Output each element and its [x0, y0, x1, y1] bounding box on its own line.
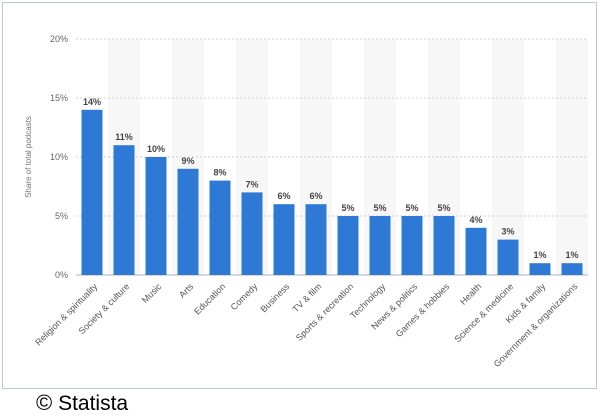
data-label: 5% — [437, 203, 450, 213]
bar — [433, 216, 455, 275]
data-label: 7% — [245, 179, 258, 189]
data-label: 1% — [533, 250, 546, 260]
data-label: 6% — [277, 191, 290, 201]
data-label: 6% — [309, 191, 322, 201]
bar — [145, 157, 167, 275]
data-label: 5% — [405, 203, 418, 213]
bar — [113, 145, 135, 275]
bar — [209, 180, 231, 275]
data-label: 9% — [181, 156, 194, 166]
bar — [337, 216, 359, 275]
y-tick-label: 10% — [50, 152, 68, 162]
bar — [465, 227, 487, 275]
data-label: 5% — [373, 203, 386, 213]
y-tick-label: 5% — [55, 211, 68, 221]
category-label: Business — [259, 281, 292, 314]
data-label: 4% — [469, 215, 482, 225]
bar — [369, 216, 391, 275]
copyright-symbol: © — [36, 390, 53, 415]
category-label: Comedy — [229, 281, 260, 312]
bar — [273, 204, 295, 275]
data-label: 5% — [341, 203, 354, 213]
bar — [305, 204, 327, 275]
bar — [241, 192, 263, 275]
data-label: 8% — [213, 168, 226, 178]
category-label: Sports & recreation — [294, 281, 356, 343]
y-axis-label: Share of total podcasts — [24, 116, 33, 198]
bar — [529, 263, 551, 275]
bar-chart: 0% 5% 10% 15% 20% 14% 11% 10% 9% 8% 7% 6% 6% 5% 5% 5% 5… — [24, 34, 588, 369]
y-axis-ticks: 0% 5% 10% 15% 20% — [50, 34, 68, 280]
data-labels: 14% 11% 10% 9% 8% 7% 6% 6% 5% 5% 5% 5% 4% 3% 1% 1% — [83, 97, 579, 260]
category-label: Education — [192, 281, 227, 316]
data-label: 1% — [565, 250, 578, 260]
statista-credit: © Statista — [36, 390, 128, 416]
category-label: Music — [140, 281, 164, 305]
bars — [81, 109, 583, 275]
category-label: Religion & spirituality — [33, 281, 99, 347]
y-tick-label: 15% — [50, 93, 68, 103]
category-label: Health — [458, 281, 483, 306]
data-label: 3% — [501, 227, 514, 237]
category-label: Arts — [177, 281, 196, 300]
bar — [81, 109, 103, 275]
category-label: TV & film — [291, 281, 324, 314]
data-label: 14% — [83, 97, 101, 107]
y-tick-label: 0% — [55, 270, 68, 280]
chart-frame: 0% 5% 10% 15% 20% 14% 11% 10% 9% 8% 7% 6% 6% 5% 5% 5% 5… — [2, 2, 597, 389]
bar — [497, 239, 519, 275]
data-label: 11% — [115, 132, 133, 142]
bar — [561, 263, 583, 275]
y-tick-label: 20% — [50, 34, 68, 44]
category-label: Science & medicine — [452, 281, 515, 344]
data-label: 10% — [147, 144, 165, 154]
category-label: Games & hobbies — [394, 281, 452, 339]
credit-text: Statista — [58, 392, 129, 415]
bar — [401, 216, 423, 275]
bar — [177, 168, 199, 275]
